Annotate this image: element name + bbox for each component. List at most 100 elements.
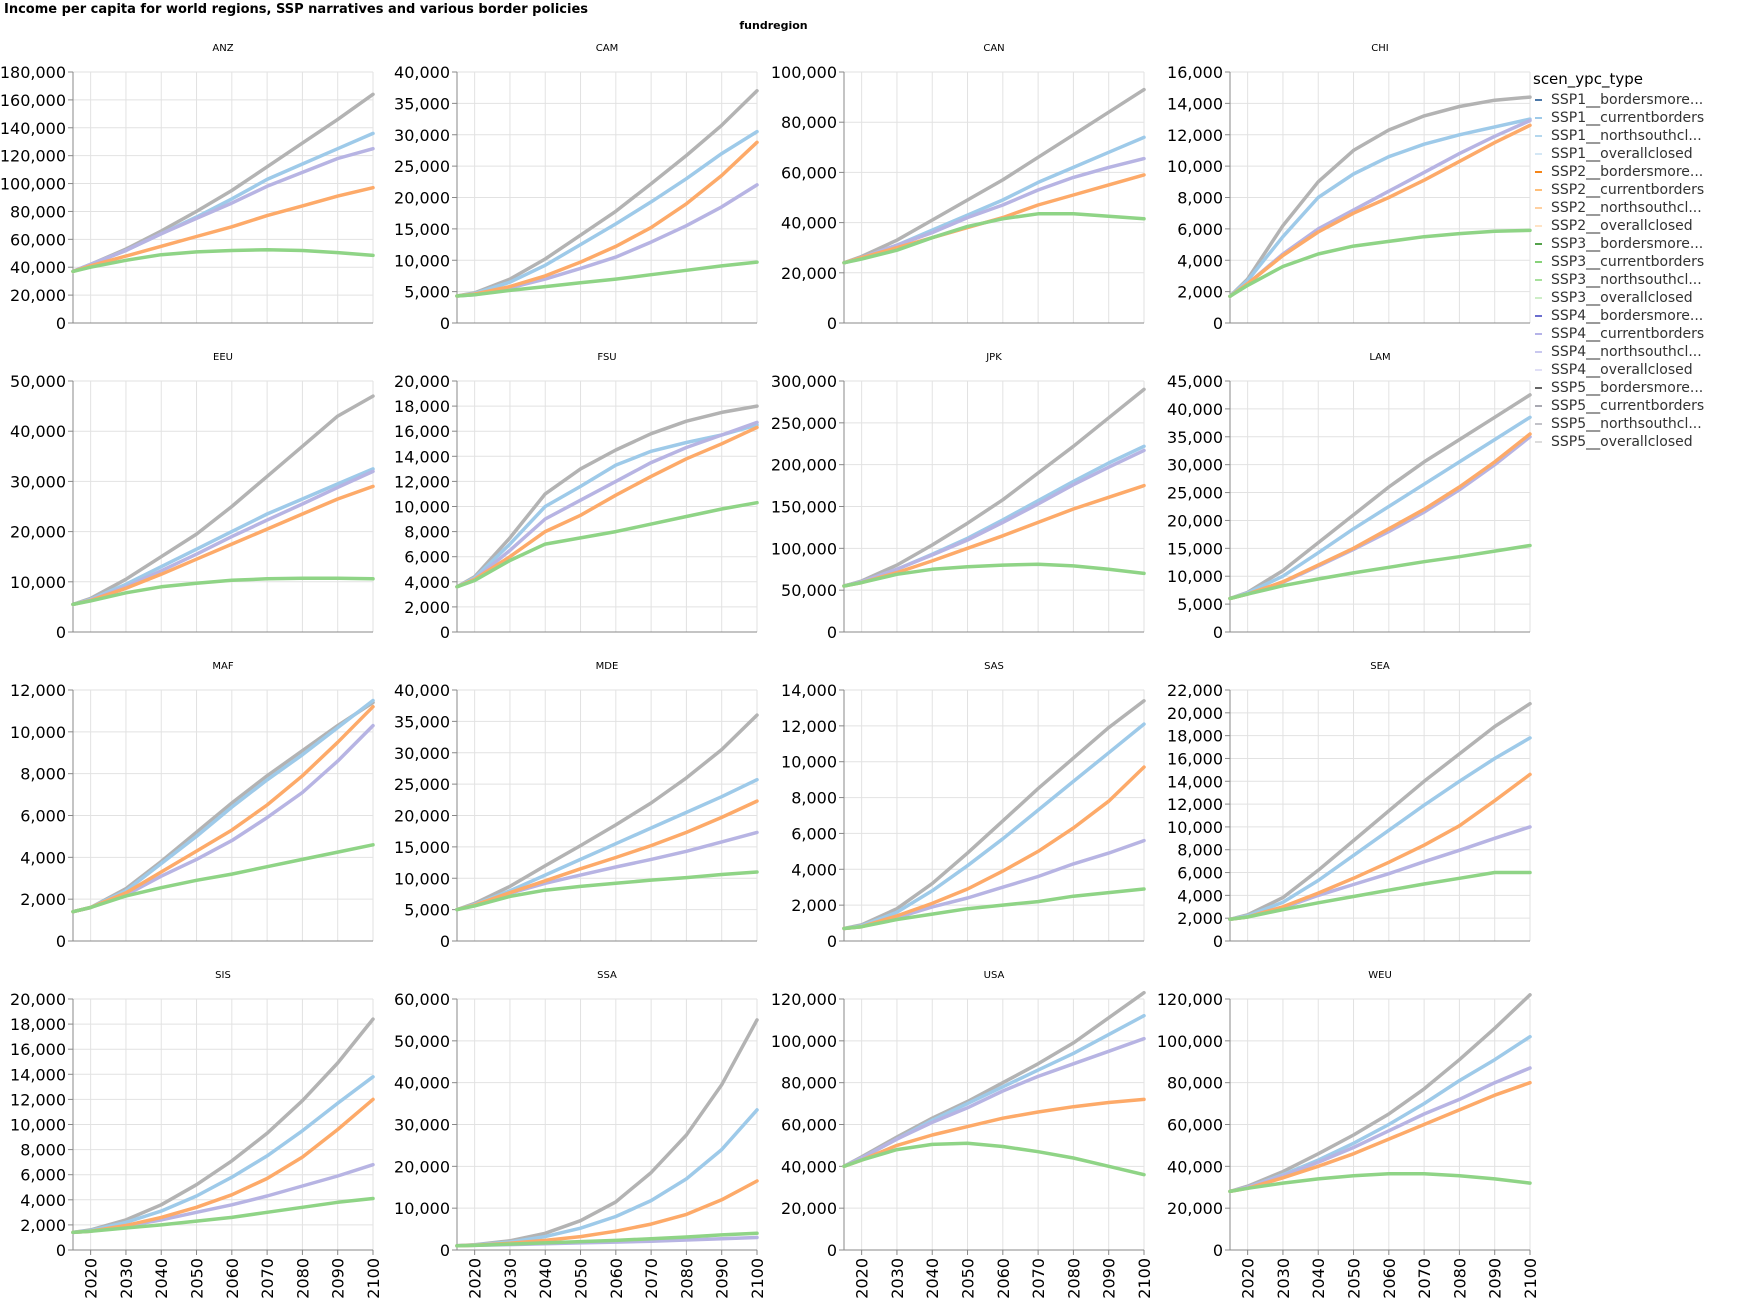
y-tick-label: 40,000: [781, 214, 837, 233]
y-tick-label: 80,000: [10, 202, 66, 221]
legend-label: SSP4__bordersmore...: [1551, 308, 1704, 324]
legend-item[interactable]: SSP5__overallclosed: [1533, 433, 1704, 451]
legend-item[interactable]: SSP3__northsouthcl...: [1533, 271, 1704, 289]
legend-label: SSP5__northsouthcl...: [1551, 416, 1702, 432]
series-line-ssp5: [71, 1017, 375, 1235]
legend-item[interactable]: SSP4__currentborders: [1533, 325, 1704, 343]
x-tick-label: 2100: [1521, 1258, 1540, 1299]
x-tick-label: 2060: [607, 1258, 626, 1299]
x-tick-label: 2040: [923, 1258, 942, 1299]
legend-item[interactable]: SSP1__currentborders: [1533, 109, 1704, 127]
y-tick-label: 12,000: [1167, 126, 1223, 145]
legend-label: SSP2__overallclosed: [1551, 218, 1693, 234]
y-tick-label: 8,000: [20, 765, 66, 784]
y-tick-label: 35,000: [394, 712, 450, 731]
series-line-ssp5: [1228, 701, 1532, 922]
y-tick-label: 14,000: [394, 447, 450, 466]
legend-item[interactable]: SSP4__northsouthcl...: [1533, 343, 1704, 361]
legend-item[interactable]: SSP2__bordersmore...: [1533, 163, 1704, 181]
y-tick-label: 120,000: [1157, 990, 1223, 1009]
legend-item[interactable]: SSP5__northsouthcl...: [1533, 415, 1704, 433]
y-tick-label: 20,000: [10, 990, 66, 1009]
y-tick-label: 8,000: [1177, 189, 1223, 208]
panel-title: SIS: [215, 970, 231, 981]
y-tick-label: 20,000: [394, 807, 450, 826]
series-line-ssp5: [1228, 95, 1532, 299]
legend-item[interactable]: SSP5__currentborders: [1533, 397, 1704, 415]
y-tick-label: 40,000: [1167, 1157, 1223, 1176]
series-line-ssp2: [842, 1097, 1146, 1169]
y-tick-label: 18,000: [10, 1015, 66, 1034]
series-line-ssp4: [71, 146, 375, 274]
y-tick-label: 8,000: [404, 523, 450, 542]
legend-item[interactable]: SSP1__bordersmore...: [1533, 91, 1704, 109]
legend-label: SSP2__bordersmore...: [1551, 164, 1704, 180]
legend-swatch: [1535, 225, 1542, 227]
legend-item[interactable]: SSP5__bordersmore...: [1533, 379, 1704, 397]
y-tick-label: 10,000: [394, 251, 450, 270]
y-tick-label: 0: [1213, 1241, 1223, 1260]
series-line-ssp3: [1228, 1171, 1532, 1194]
y-tick-label: 100,000: [771, 63, 837, 82]
series-line-ssp2: [1228, 123, 1532, 299]
y-tick-label: 10,000: [10, 1116, 66, 1135]
y-tick-label: 20,000: [10, 523, 66, 542]
series-line-ssp3: [71, 843, 375, 914]
y-tick-label: 50,000: [781, 581, 837, 600]
legend-item[interactable]: SSP2__overallclosed: [1533, 217, 1704, 235]
y-tick-label: 14,000: [1167, 772, 1223, 791]
y-tick-label: 0: [56, 623, 66, 642]
panel-title: SEA: [1370, 661, 1390, 672]
y-tick-label: 60,000: [1167, 1116, 1223, 1135]
x-tick-label: 2040: [536, 1258, 555, 1299]
y-tick-label: 2,000: [1177, 283, 1223, 302]
legend-swatch: [1535, 333, 1542, 335]
y-tick-label: 2,000: [791, 896, 837, 915]
series-line-ssp4: [842, 448, 1146, 588]
legend-label: SSP5__overallclosed: [1551, 434, 1693, 450]
panel-lam: LAM 0 5,000 10,000 15,000 20,000 25,000 30,000 3…: [1167, 352, 1532, 642]
legend-label: SSP4__currentborders: [1551, 326, 1705, 342]
legend-swatch: [1535, 117, 1542, 119]
legend-item[interactable]: SSP1__overallclosed: [1533, 145, 1704, 163]
legend-item[interactable]: SSP4__bordersmore...: [1533, 307, 1704, 325]
series-line-ssp3: [842, 562, 1146, 588]
y-tick-label: 12,000: [394, 472, 450, 491]
x-tick-label: 2100: [748, 1258, 767, 1299]
legend-item[interactable]: SSP2__northsouthcl...: [1533, 199, 1704, 217]
y-tick-label: 40,000: [394, 681, 450, 700]
y-tick-label: 6,000: [1177, 220, 1223, 239]
legend-item[interactable]: SSP4__overallclosed: [1533, 361, 1704, 379]
panel-title: CHI: [1371, 43, 1388, 54]
legend-item[interactable]: SSP3__overallclosed: [1533, 289, 1704, 307]
y-tick-label: 0: [440, 1241, 450, 1260]
legend-item[interactable]: SSP3__bordersmore...: [1533, 235, 1704, 253]
legend-item[interactable]: SSP1__northsouthcl...: [1533, 127, 1704, 145]
legend-item[interactable]: SSP3__currentborders: [1533, 253, 1704, 271]
x-tick-label: 2090: [1100, 1258, 1119, 1299]
panel-sis: SIS 0 2,000 4,000 6,000 8,000 10,000 12,000 14,0…: [10, 970, 383, 1299]
series-line-ssp3: [1228, 543, 1532, 601]
panel-title: USA: [984, 970, 1005, 981]
legend-label: SSP3__overallclosed: [1551, 290, 1693, 306]
y-tick-label: 0: [56, 1241, 66, 1260]
y-tick-label: 2,000: [20, 890, 66, 909]
y-tick-label: 35,000: [394, 94, 450, 113]
y-tick-label: 120,000: [0, 147, 66, 166]
series-line-ssp3: [455, 870, 759, 912]
panel-can: CAN 0 20,000 40,000 60,000 80,000 100,000: [771, 43, 1146, 333]
y-tick-label: 100,000: [771, 539, 837, 558]
y-tick-label: 40,000: [1167, 400, 1223, 419]
y-tick-label: 22,000: [1167, 681, 1223, 700]
legend-swatch: [1535, 423, 1542, 425]
y-tick-label: 250,000: [771, 414, 837, 433]
y-tick-label: 16,000: [394, 422, 450, 441]
legend-label: SSP3__currentborders: [1551, 254, 1705, 270]
series-line-ssp3: [71, 576, 375, 607]
legend-item[interactable]: SSP2__currentborders: [1533, 181, 1704, 199]
y-tick-label: 16,000: [1167, 749, 1223, 768]
x-tick-label: 2080: [1064, 1258, 1083, 1299]
legend-swatch: [1535, 243, 1542, 245]
y-tick-label: 30,000: [394, 1116, 450, 1135]
